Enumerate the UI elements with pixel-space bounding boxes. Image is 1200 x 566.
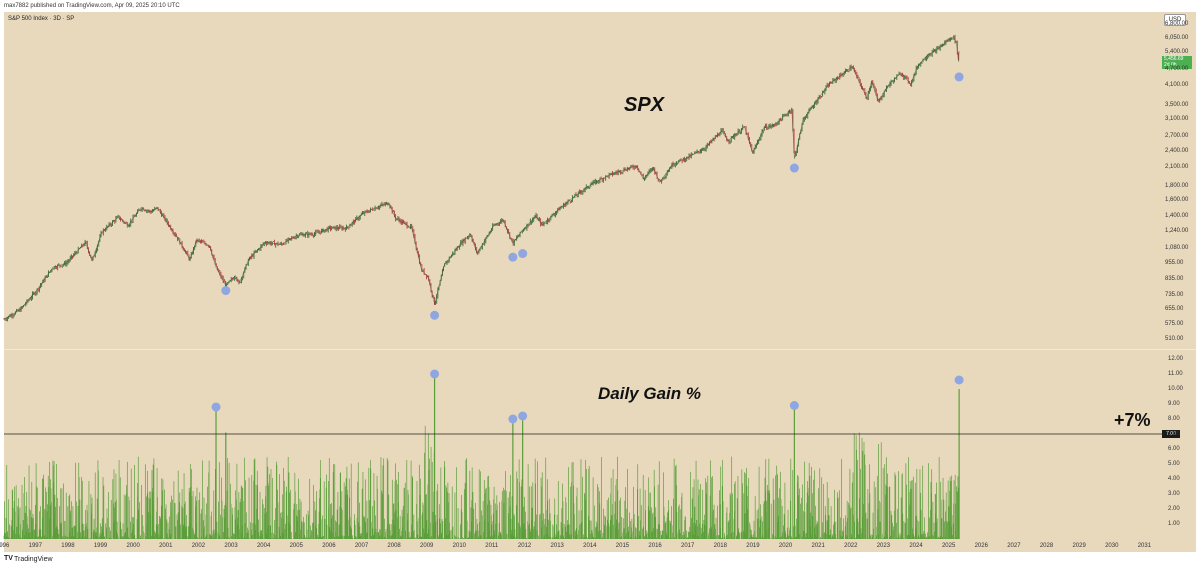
tradingview-logo: TV <box>4 555 13 562</box>
gain-marker <box>430 369 440 379</box>
year-tick-label: 2024 <box>909 543 923 549</box>
price-tick-label: 2,100.00 <box>1165 163 1189 170</box>
price-tick-label: 2,400.00 <box>1165 147 1189 154</box>
year-tick-label: 2018 <box>713 543 727 549</box>
last-price-countdown: 2d 0h <box>1164 62 1177 68</box>
year-tick-label: 2026 <box>974 543 988 549</box>
year-tick-label: 2014 <box>583 543 597 549</box>
gain-marker <box>211 402 221 412</box>
year-tick-label: 2004 <box>256 543 271 549</box>
year-tick-label: 2007 <box>354 543 369 549</box>
gain-tick-label: 8.00 <box>1168 416 1180 422</box>
price-tick-label: 575.00 <box>1165 321 1184 328</box>
price-tick-label: 2,700.00 <box>1165 133 1189 140</box>
gain-tick-label: 7.00 <box>1168 431 1180 437</box>
year-tick-label: 2031 <box>1137 543 1152 549</box>
year-tick-label: 2029 <box>1072 543 1086 549</box>
year-tick-label: 2020 <box>778 543 793 549</box>
price-tick-label: 835.00 <box>1165 276 1184 283</box>
price-axis[interactable]: 510.00 575.00 655.00 735.00 835.00 955.00 1,08… <box>1162 12 1196 539</box>
publisher-header: max7882 published on TradingView.com, Ap… <box>0 0 1200 12</box>
year-tick-label: 2012 <box>517 543 532 549</box>
year-tick-label: 2028 <box>1039 543 1054 549</box>
price-tick-label: 4,700.00 <box>1165 65 1189 72</box>
time-axis[interactable]: 1996 1997 1998 1999 2000 2001 2002 2003 2004 2005… <box>0 539 1162 552</box>
year-tick-label: 2016 <box>648 543 662 549</box>
gain-tick-label: 11.00 <box>1168 371 1183 377</box>
year-tick-label: 2030 <box>1105 543 1119 549</box>
price-tick-label: 1,080.00 <box>1165 244 1189 251</box>
year-tick-label: 2022 <box>844 543 858 549</box>
year-tick-label: 2027 <box>1007 543 1021 549</box>
daily-gain-label: Daily Gain % <box>598 384 701 403</box>
year-tick-label: 2013 <box>550 543 564 549</box>
spx-low-marker <box>508 252 518 262</box>
footer-brand: TradingView <box>14 556 53 563</box>
price-tick-label: 955.00 <box>1165 259 1184 266</box>
price-tick-label: 1,400.00 <box>1165 213 1189 220</box>
symbol-label: S&P 500 Index · 3D · SP <box>8 16 75 22</box>
gain-tick-label: 12.00 <box>1168 356 1184 362</box>
spx-low-marker <box>954 72 964 82</box>
price-tick-label: 3,100.00 <box>1165 116 1189 123</box>
year-tick-label: 2025 <box>941 543 956 549</box>
spx-low-marker <box>789 163 799 173</box>
year-tick-label: 1997 <box>28 543 42 549</box>
last-price-badge: 5,456.69 2d 0h <box>1162 56 1192 69</box>
price-tick-label: 5,400.00 <box>1165 48 1189 55</box>
year-tick-label: 2009 <box>420 543 434 549</box>
year-tick-label: 2001 <box>159 543 173 549</box>
gain-marker <box>954 375 964 385</box>
year-tick-label: 2023 <box>876 543 891 549</box>
spx-low-marker <box>221 286 231 296</box>
footer-bar: TV TradingView <box>0 552 1200 566</box>
year-tick-label: 1999 <box>93 543 108 549</box>
gain-tick-label: 3.00 <box>1168 491 1180 497</box>
year-tick-label: 2003 <box>224 543 238 549</box>
gain-tick-label: 1.00 <box>1168 521 1180 527</box>
threshold-badge: 7.00 <box>1162 430 1180 438</box>
price-tick-label: 3,500.00 <box>1165 101 1189 108</box>
gain-tick-label: 2.00 <box>1168 506 1180 512</box>
spx-low-marker <box>430 310 440 320</box>
gain-tick-label: 4.00 <box>1168 476 1180 482</box>
year-tick-label: 2019 <box>746 543 760 549</box>
year-tick-label: 2010 <box>452 543 467 549</box>
year-tick-label: 2006 <box>322 543 336 549</box>
gain-tick-label: 9.00 <box>1168 401 1180 407</box>
price-tick-label: 1,600.00 <box>1165 196 1189 203</box>
year-tick-label: 2021 <box>811 543 825 549</box>
gain-tick-label: 10.00 <box>1168 386 1184 392</box>
gain-tick-label: 5.00 <box>1168 461 1180 467</box>
price-tick-label: 1,800.00 <box>1165 182 1189 189</box>
gain-marker <box>508 414 518 424</box>
year-tick-label: 2002 <box>191 543 206 549</box>
year-tick-label: 1998 <box>61 543 75 549</box>
year-tick-label: 2017 <box>681 543 695 549</box>
year-tick-label: 2000 <box>126 543 140 549</box>
price-tick-label: 735.00 <box>1165 291 1184 298</box>
price-tick-label: 4,100.00 <box>1165 82 1189 89</box>
year-tick-label: 2008 <box>387 543 401 549</box>
spx-label: SPX <box>624 94 665 116</box>
year-tick-label: 2005 <box>289 543 303 549</box>
last-price-value: 5,456.69 <box>1164 56 1184 62</box>
gain-tick-label: 6.00 <box>1168 446 1180 452</box>
currency-button[interactable]: USD <box>1164 14 1186 26</box>
price-tick-label: 655.00 <box>1165 305 1184 312</box>
price-tick-label: 510.00 <box>1165 336 1184 343</box>
gain-marker <box>518 411 528 421</box>
spx-price-line <box>3 36 960 320</box>
publisher-text: max7882 published on TradingView.com, Ap… <box>4 3 180 9</box>
threshold-label: +7% <box>1114 410 1151 430</box>
year-tick-label: 2011 <box>485 543 499 549</box>
price-tick-label: 6,800.00 <box>1165 20 1189 27</box>
gain-marker <box>789 401 799 410</box>
price-tick-label: 6,050.00 <box>1165 35 1189 42</box>
year-tick-label: 2015 <box>615 543 630 549</box>
year-tick-label: 1996 <box>0 543 10 549</box>
price-tick-label: 1,240.00 <box>1165 227 1189 234</box>
spx-low-marker <box>518 249 528 259</box>
